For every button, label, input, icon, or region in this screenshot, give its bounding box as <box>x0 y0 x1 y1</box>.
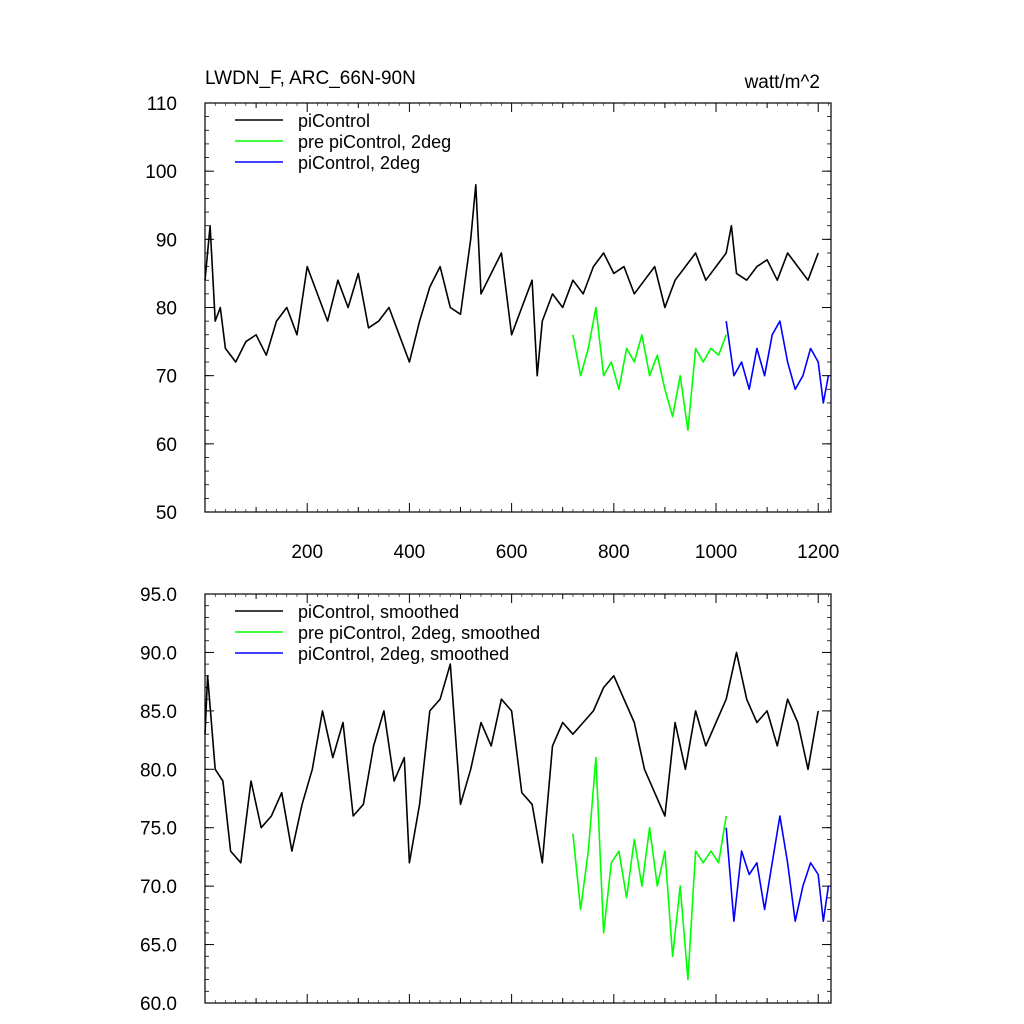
y-tick-label: 90 <box>156 230 177 251</box>
y-tick-label: 70.0 <box>140 877 177 898</box>
y-tick-label: 80 <box>156 299 177 320</box>
figure-units-label: watt/m^2 <box>744 72 820 93</box>
series-line-0 <box>204 651 819 864</box>
y-tick-label: 70 <box>156 367 177 388</box>
series-line-1 <box>572 306 727 431</box>
y-tick-label: 95.0 <box>140 585 177 606</box>
y-tick-label: 65.0 <box>140 936 177 957</box>
legend-label: piControl, 2deg <box>298 153 420 173</box>
legend-label: pre piControl, 2deg, smoothed <box>298 623 540 643</box>
y-tick-label: 60.0 <box>140 994 177 1015</box>
bottom-plot-frame <box>204 593 832 1004</box>
x-tick-label: 400 <box>394 542 426 563</box>
series-line-2 <box>725 320 830 404</box>
y-tick-label: 90.0 <box>140 643 177 664</box>
legend-label: piControl <box>298 111 370 131</box>
x-tick-label: 1000 <box>695 542 737 563</box>
x-tick-label: 800 <box>598 542 630 563</box>
y-tick-label: 75.0 <box>140 819 177 840</box>
legend-label: piControl, 2deg, smoothed <box>298 644 509 664</box>
top-plot-frame <box>204 102 832 513</box>
x-tick-label: 200 <box>291 542 323 563</box>
y-tick-label: 110 <box>147 94 177 115</box>
y-tick-label: 85.0 <box>140 702 177 723</box>
legend-label: pre piControl, 2deg <box>298 132 451 152</box>
y-tick-label: 60 <box>156 435 177 456</box>
top-lines <box>204 184 830 431</box>
series-line-0 <box>204 184 819 377</box>
legend-label: piControl, smoothed <box>298 602 459 622</box>
bottom-lines <box>204 651 830 981</box>
y-tick-label: 80.0 <box>140 760 177 781</box>
y-tick-label: 50 <box>156 503 177 524</box>
bottom-chart: 60.0 65.0 70.0 75.0 80.0 85.0 90.0 95.0 piContr… <box>140 585 832 1015</box>
top-chart: 50 60 70 80 90 100 110 200 400 600 800 1000 1200 piC… <box>145 94 839 563</box>
figure-title-left: LWDN_F, ARC_66N-90N <box>205 68 416 89</box>
top-ticks: 50 60 70 80 90 100 110 200 400 600 800 1000 1200 <box>145 94 839 563</box>
y-tick-label: 100 <box>145 162 177 183</box>
x-tick-label: 600 <box>496 542 528 563</box>
x-tick-label: 1200 <box>797 542 839 563</box>
series-line-2 <box>725 815 830 922</box>
series-line-1 <box>572 756 727 981</box>
